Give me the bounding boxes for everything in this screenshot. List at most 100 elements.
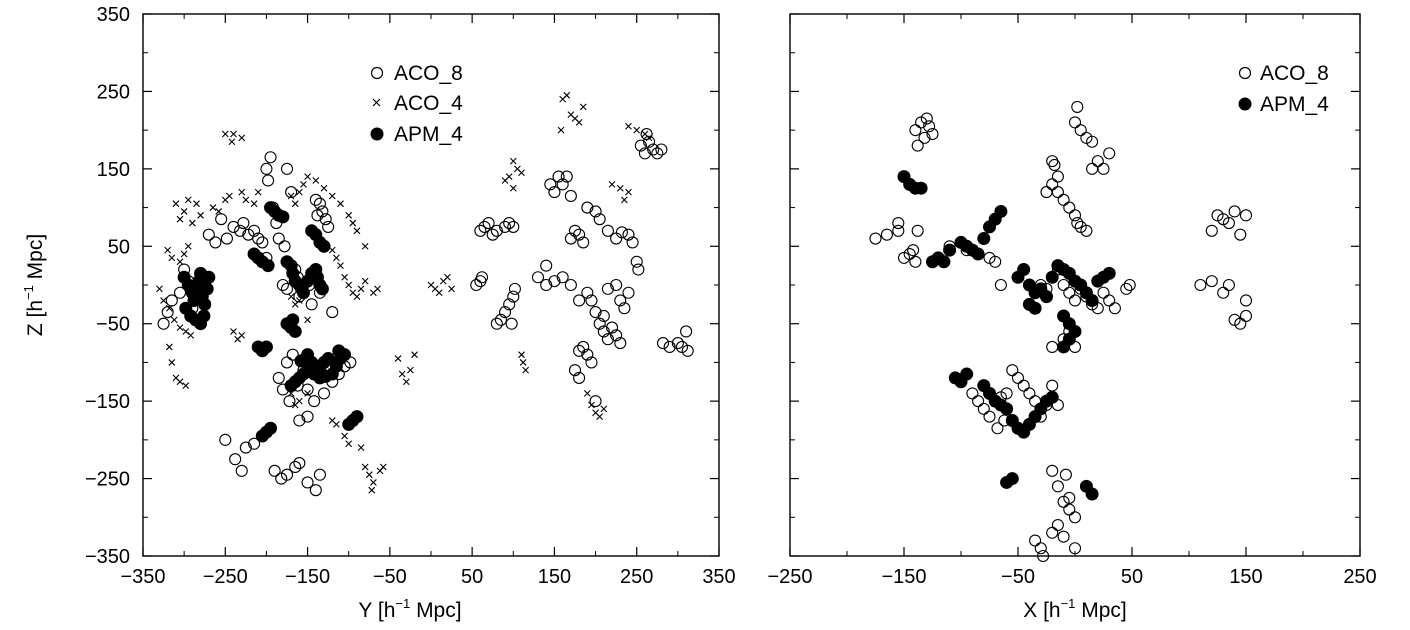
data-point [581, 348, 594, 361]
data-point [259, 340, 273, 354]
data-point [1051, 170, 1064, 183]
data-point [215, 213, 228, 226]
data-point [519, 359, 527, 366]
data-point [943, 243, 957, 257]
data-point [585, 356, 598, 369]
data-point [564, 189, 577, 203]
data-point [575, 119, 583, 126]
data-point [577, 340, 590, 353]
data-point [503, 217, 516, 230]
data-point [357, 285, 365, 293]
data-point [276, 210, 290, 224]
data-point [923, 120, 936, 133]
points-xz [869, 100, 1253, 563]
legend-open-circle-marker [1238, 66, 1252, 80]
data-point [647, 143, 660, 156]
data-point [1057, 530, 1070, 543]
data-point [361, 242, 369, 250]
data-point [286, 348, 299, 361]
data-point [522, 366, 530, 374]
data-point [1097, 286, 1110, 299]
data-point [160, 297, 167, 304]
data-point [610, 278, 623, 292]
data-point [283, 395, 296, 408]
data-point [597, 309, 610, 323]
data-point [256, 236, 269, 249]
data-point [600, 405, 608, 413]
data-point [610, 232, 623, 245]
data-point [601, 282, 614, 295]
data-point [1085, 487, 1099, 501]
data-point [1048, 158, 1061, 172]
data-point [193, 200, 200, 208]
data-point [328, 246, 336, 254]
data-point [229, 453, 242, 466]
data-point [601, 333, 614, 346]
data-point [509, 157, 517, 165]
data-point [309, 484, 322, 497]
data-point [1051, 518, 1064, 532]
data-point [304, 390, 311, 397]
data-point [1046, 526, 1059, 539]
data-point [482, 217, 495, 230]
data-point [341, 432, 348, 440]
data-point [1080, 224, 1093, 237]
data-point [597, 325, 610, 338]
data-point [261, 259, 275, 273]
data-point [589, 395, 602, 408]
data-point [170, 316, 178, 324]
data-point [589, 306, 602, 319]
data-point [313, 468, 326, 481]
data-point [301, 348, 315, 362]
data-point [411, 351, 418, 359]
data-point [361, 277, 369, 285]
x-tick-label: 50 [461, 566, 483, 588]
data-point [499, 306, 512, 319]
data-point [350, 410, 364, 424]
data-point [407, 366, 414, 374]
data-point [630, 255, 643, 268]
data-point [596, 413, 604, 421]
data-point [301, 476, 314, 489]
data-point [238, 331, 246, 339]
data-point [1045, 270, 1059, 284]
data-point [892, 217, 905, 230]
data-point [983, 410, 996, 423]
x-tick-label: −150 [285, 566, 330, 588]
data-point [402, 378, 410, 386]
data-point [503, 298, 516, 311]
data-point [1068, 511, 1082, 524]
data-point [907, 244, 920, 257]
data-point [280, 468, 294, 481]
data-point [172, 200, 180, 208]
data-point [317, 387, 331, 400]
data-point [1006, 364, 1019, 377]
data-point [1091, 155, 1104, 168]
y-tick-label: 250 [97, 81, 130, 103]
data-point [909, 124, 922, 137]
data-point [615, 226, 628, 239]
data-point [215, 208, 223, 215]
data-point [197, 309, 211, 323]
data-point [1205, 224, 1218, 237]
data-point [573, 344, 586, 357]
data-point [505, 317, 518, 330]
data-point [435, 289, 443, 297]
data-point [1046, 155, 1059, 168]
data-point [157, 317, 170, 330]
data-point [505, 173, 513, 180]
data-point [182, 328, 190, 335]
data-point [601, 224, 614, 237]
data-point [622, 228, 635, 241]
data-point [1037, 549, 1050, 563]
data-point [977, 402, 990, 415]
data-point [593, 213, 606, 226]
data-point [319, 213, 332, 226]
x-tick-label: 250 [620, 566, 653, 588]
data-point [268, 464, 281, 477]
data-point [238, 188, 246, 196]
data-point [608, 180, 616, 188]
data-point [353, 227, 361, 235]
data-point [182, 382, 190, 390]
data-point [564, 278, 577, 292]
